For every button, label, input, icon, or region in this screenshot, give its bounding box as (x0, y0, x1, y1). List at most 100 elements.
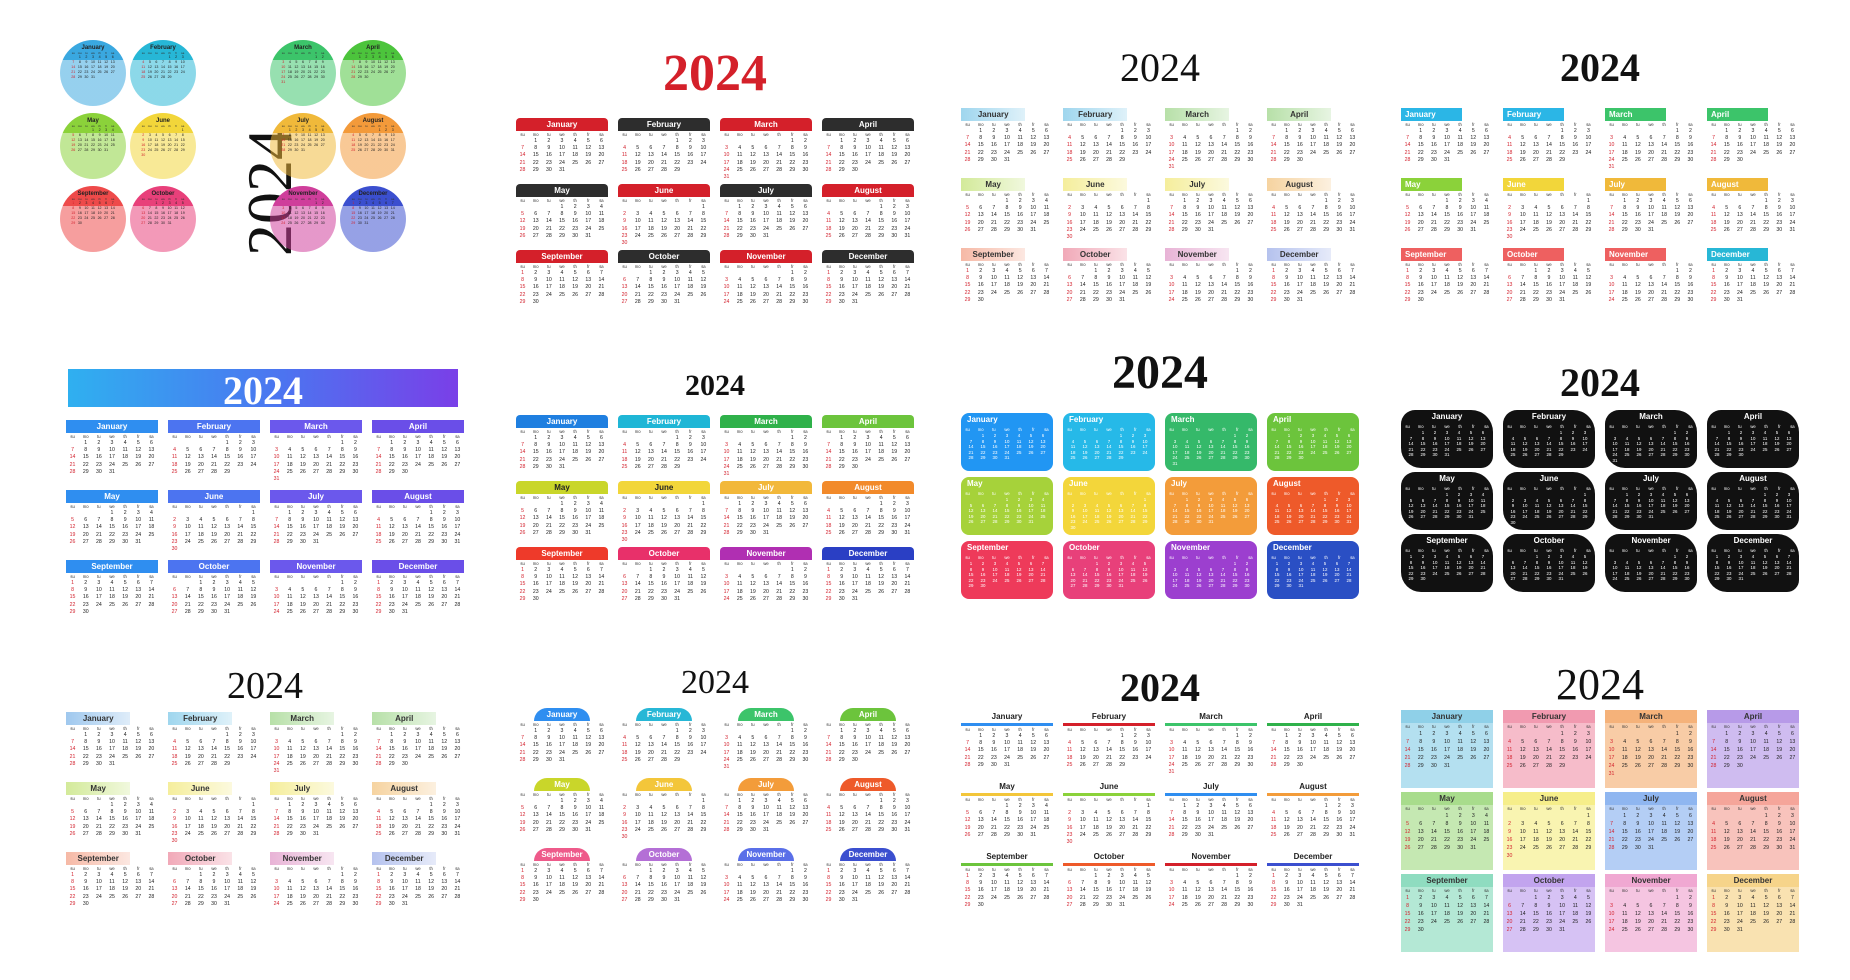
day-cell: 15 (1092, 282, 1099, 289)
day-cell: 7 (688, 508, 692, 515)
weekday-row: su mo tu we th fr sa (168, 573, 260, 580)
day-cell: 19 (1334, 444, 1340, 450)
weekday-label: su (965, 122, 970, 127)
weekday-label: sa (599, 495, 604, 500)
day-cell: 5 (442, 440, 446, 446)
day-cell: 19 (339, 816, 346, 823)
calendar-panel: 2024 January su mo tu we th fr sa 1 2 3 4 5 6 7 8 9 10 11 12… (1395, 355, 1805, 645)
day-cell: 22 (1232, 577, 1238, 583)
day-cell: 23 (122, 823, 129, 830)
day-cell: 1 (840, 435, 844, 441)
day-cell: 10 (763, 211, 769, 218)
empty-day (631, 501, 644, 508)
month-name: January (81, 45, 105, 51)
day-cell: 23 (851, 159, 858, 166)
weekday-label: tu (199, 726, 203, 731)
day-cell: 26 (1234, 219, 1241, 226)
days-grid: 1 2 3 4 5 6 7 8 9 10 11 12 13 14 15 16 17 18 19 20 21 22 23 24 2… (618, 501, 710, 543)
month-name: November (1631, 536, 1671, 545)
day-cell: 28 (519, 756, 526, 763)
calendar-panel: 2024 January su mo tu we th fr sa 1 2 3 4 5 6 7 8 9 10 11 12… (510, 40, 920, 330)
day-cell: 25 (1004, 577, 1010, 583)
day-cell: 5 (295, 206, 298, 210)
empty-day (657, 728, 670, 735)
empty-day (848, 204, 861, 211)
month-april: April su mo tu we th fr sa 1 2 3 4 5 6 7 8 9 10 11 12 13 14 15… (822, 415, 914, 477)
weekday-label: mo (532, 722, 539, 727)
day-cell: 26 (585, 749, 592, 756)
day-cell: 2 (238, 440, 242, 446)
day-cell: 4 (649, 508, 653, 515)
day-cell: 25 (736, 756, 743, 763)
days-grid: 1 2 3 4 5 6 7 8 9 10 11 12 13 14 15 16 17 18 19 20 21 22 23 24 2… (66, 802, 158, 838)
day-cell: 30 (990, 156, 997, 163)
weekday-label: we (313, 574, 319, 579)
day-cell: 28 (370, 148, 375, 152)
weekday-label: sa (1248, 555, 1253, 560)
day-cell: 22 (1119, 149, 1126, 156)
day-cell: 19 (1468, 441, 1474, 447)
day-cell: 16 (1244, 572, 1250, 578)
day-cell: 7 (1433, 497, 1437, 503)
day-cell: 27 (1468, 570, 1474, 576)
empty-day (516, 435, 529, 442)
day-cell: 13 (110, 60, 115, 64)
day-cell: 27 (977, 226, 984, 233)
day-cell: 29 (977, 156, 984, 163)
day-cell: 30 (1684, 576, 1690, 582)
day-cell: 19 (519, 522, 526, 529)
day-cell: 26 (1323, 289, 1330, 296)
weekday-label: fr (790, 722, 794, 727)
day-cell: 27 (300, 221, 305, 225)
day-cell: 10 (454, 517, 461, 524)
days-grid: 1 2 3 4 5 6 7 8 9 10 11 12 13 14 15 16 17 18 19 20 21 22 23 24 2… (822, 204, 914, 240)
day-cell: 21 (776, 159, 783, 166)
day-cell: 22 (69, 893, 76, 900)
day-cell: 27 (1786, 446, 1792, 452)
day-cell: 31 (1028, 519, 1034, 525)
day-cell: 7 (1571, 497, 1575, 503)
day-cell: 3 (1445, 430, 1449, 435)
day-cell: 4 (1445, 554, 1449, 559)
day-cell: 9 (1685, 559, 1689, 565)
weekday-label: mo (388, 866, 395, 871)
empty-day (1658, 128, 1671, 135)
day-cell: 5 (315, 128, 318, 132)
weekday-label: tu (365, 197, 368, 201)
day-cell: 30 (1017, 226, 1024, 233)
day-cell: 20 (154, 70, 159, 74)
weekday-label: su (141, 124, 145, 128)
days-grid: 1 2 3 4 5 6 7 8 9 10 11 12 13 14 15 16 17 18 19 20 21 22 23 24 2… (618, 204, 710, 246)
day-cell: 3 (866, 435, 870, 441)
day-cell: 28 (1480, 570, 1486, 576)
weekday-row: su mo tu we th fr sa (1503, 485, 1595, 492)
day-cell: 9 (979, 275, 983, 282)
days-grid: 1 2 3 4 5 6 7 8 9 10 11 12 13 14 15 16 17 18 19 20 21 22 23 24 2… (961, 497, 1053, 525)
month-name: August (1273, 479, 1301, 488)
day-cell: 13 (148, 447, 155, 454)
day-cell: 30 (838, 595, 845, 602)
day-cell: 18 (621, 456, 628, 463)
day-cell: 26 (1470, 149, 1477, 156)
days-grid: 1 2 3 4 5 6 7 8 9 10 11 12 13 14 15 16 17 18 19 20 21 22 23 24 2… (168, 802, 260, 845)
day-cell: 28 (415, 830, 421, 837)
day-cell: 8 (1233, 566, 1237, 572)
day-cell: 28 (1404, 156, 1411, 163)
day-cell: 16 (171, 531, 178, 538)
day-cell: 31 (904, 529, 911, 536)
day-cell: 4 (238, 580, 242, 586)
day-cell: 7 (1751, 497, 1755, 503)
day-cell: 7 (827, 145, 831, 152)
day-cell: 4 (688, 567, 692, 573)
day-cell: 25 (687, 291, 694, 298)
day-cell: 28 (326, 760, 333, 767)
weekday-label: th (1120, 122, 1124, 127)
day-cell: 14 (307, 211, 312, 215)
day-cell: 23 (1684, 446, 1690, 452)
weekday-label: su (172, 796, 177, 801)
day-cell: 16 (122, 816, 129, 823)
month-name: April (1743, 412, 1763, 421)
day-cell: 1 (827, 567, 831, 573)
day-cell: 23 (1738, 446, 1744, 452)
day-cell: 14 (825, 152, 832, 159)
